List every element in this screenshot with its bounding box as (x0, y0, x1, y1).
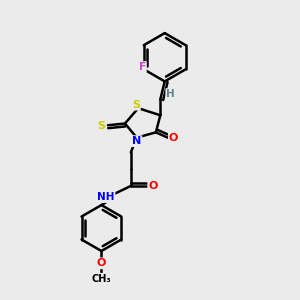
Text: O: O (97, 258, 106, 268)
Text: H: H (166, 89, 175, 99)
Text: F: F (139, 62, 146, 72)
Text: NH: NH (97, 192, 115, 202)
Text: S: S (98, 121, 105, 131)
Text: N: N (132, 136, 141, 146)
Text: CH₃: CH₃ (92, 274, 111, 284)
Text: O: O (169, 133, 178, 142)
Text: S: S (132, 100, 140, 110)
Text: O: O (148, 181, 158, 191)
